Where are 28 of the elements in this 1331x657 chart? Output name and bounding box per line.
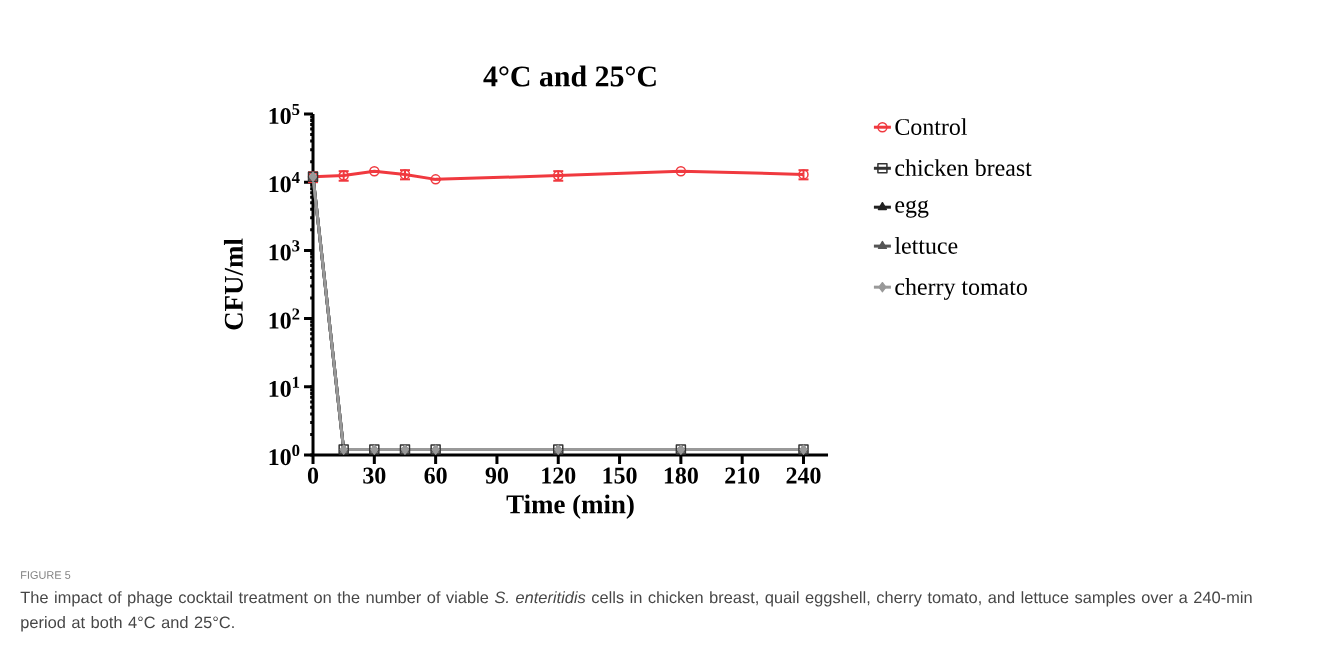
x-tick-label: 150 (603, 467, 637, 484)
legend-label: cherry tomato (895, 278, 1027, 300)
y-tick-label: 10$^{5}$ (269, 103, 300, 125)
legend-label: chicken breast (895, 159, 1032, 177)
point (675, 165, 687, 177)
y-tick-label: 10$^{2}$ (269, 308, 300, 329)
caption: FIGURE 5 (21, 571, 71, 579)
text: The impact of phage cocktail treatment on the number of viable S. enteritidis cells in chicken breast, quail eggshell, cherry tomato, and lettuce samples over a 240-min period at both 4°C and 25°C. (20, 591, 1252, 632)
chart-title: 4°C and 25°C (483, 65, 656, 87)
x-tick-label: 60 (424, 467, 447, 484)
y-tick-label: 10$^{4}$ (269, 172, 300, 193)
legend-label: egg (895, 200, 929, 218)
x-tick-label: 0 (307, 467, 319, 484)
y-axis-title: CFU/ml (223, 238, 243, 330)
x-tick-label: 180 (664, 467, 698, 484)
y-tick-label: 10$^{1}$ (269, 376, 300, 397)
point (369, 165, 380, 177)
x-axis-title: Time (min) (506, 494, 634, 519)
y-tick-label: 10$^{0}$ (269, 444, 300, 466)
y-tick-label: 10$^{3}$ (269, 240, 300, 261)
legend-label: Control (895, 118, 967, 135)
x-tick-label: 30 (363, 467, 386, 484)
x-tick-label: 90 (485, 467, 508, 484)
x-tick-label: 120 (542, 467, 576, 484)
legend-label: lettuce (894, 237, 958, 254)
x-tick-label: 210 (725, 467, 760, 484)
point (430, 174, 441, 185)
x-tick-label: 240 (786, 467, 821, 484)
